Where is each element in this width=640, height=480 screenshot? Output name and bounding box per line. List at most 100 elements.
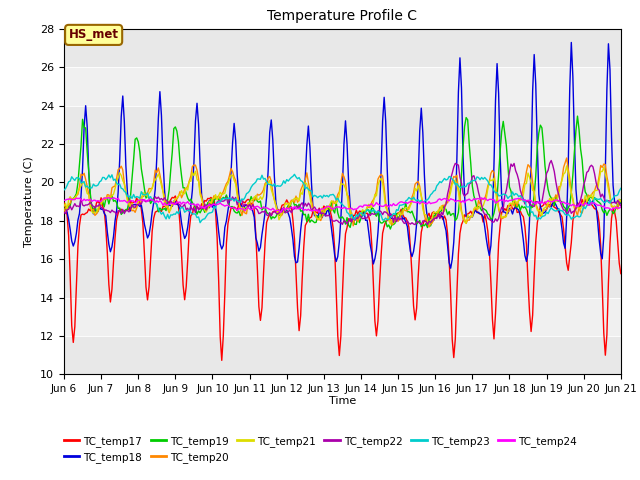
TC_temp24 xyxy=(412,199,419,205)
TC_temp19 xyxy=(60,205,68,211)
Bar xyxy=(64,298,621,336)
TC_temp23 xyxy=(196,220,204,226)
Text: HS_met: HS_met xyxy=(68,28,118,41)
TC_temp18 xyxy=(60,207,68,213)
TC_temp20 xyxy=(76,184,83,190)
TC_temp20 xyxy=(617,198,625,204)
Line: TC_temp21: TC_temp21 xyxy=(64,166,621,224)
TC_temp22 xyxy=(552,179,559,185)
TC_temp19 xyxy=(377,220,385,226)
TC_temp17 xyxy=(617,271,625,276)
TC_temp24 xyxy=(105,194,113,200)
TC_temp20 xyxy=(550,196,558,202)
X-axis label: Time: Time xyxy=(329,396,356,406)
TC_temp20 xyxy=(425,224,433,230)
TC_temp24 xyxy=(60,198,68,204)
TC_temp24 xyxy=(552,197,559,203)
TC_temp24 xyxy=(380,203,388,209)
TC_temp24 xyxy=(617,204,625,210)
Line: TC_temp17: TC_temp17 xyxy=(64,196,621,360)
TC_temp22 xyxy=(617,203,625,209)
TC_temp19 xyxy=(387,226,394,232)
TC_temp21 xyxy=(617,198,625,204)
Y-axis label: Temperature (C): Temperature (C) xyxy=(24,156,35,247)
TC_temp19 xyxy=(410,213,417,218)
TC_temp18 xyxy=(447,265,454,271)
TC_temp17 xyxy=(218,358,226,363)
TC_temp19 xyxy=(573,113,581,119)
TC_temp21 xyxy=(387,221,394,227)
TC_temp20 xyxy=(377,171,385,177)
TC_temp18 xyxy=(76,211,83,216)
TC_temp17 xyxy=(412,317,419,323)
TC_temp22 xyxy=(164,199,172,204)
TC_temp23 xyxy=(76,176,83,181)
TC_temp20 xyxy=(408,194,416,200)
Line: TC_temp19: TC_temp19 xyxy=(64,116,621,229)
TC_temp22 xyxy=(547,157,555,163)
TC_temp24 xyxy=(276,210,284,216)
TC_temp23 xyxy=(617,185,625,191)
TC_temp22 xyxy=(377,209,385,215)
TC_temp18 xyxy=(164,204,172,210)
TC_temp22 xyxy=(408,220,416,226)
TC_temp23 xyxy=(380,217,388,223)
TC_temp24 xyxy=(399,199,406,205)
TC_temp20 xyxy=(563,155,570,161)
TC_temp19 xyxy=(617,197,625,203)
TC_temp19 xyxy=(550,203,558,209)
Bar xyxy=(64,336,621,374)
TC_temp21 xyxy=(377,175,385,181)
TC_temp21 xyxy=(76,186,83,192)
Bar xyxy=(64,182,621,221)
TC_temp17 xyxy=(164,199,172,204)
TC_temp23 xyxy=(552,208,559,214)
Bar xyxy=(64,259,621,298)
TC_temp19 xyxy=(397,209,405,215)
TC_temp23 xyxy=(164,212,172,217)
TC_temp24 xyxy=(165,201,173,207)
TC_temp20 xyxy=(164,205,172,211)
TC_temp24 xyxy=(76,195,83,201)
TC_temp18 xyxy=(377,168,385,174)
TC_temp18 xyxy=(408,254,416,260)
TC_temp17 xyxy=(76,223,83,228)
TC_temp21 xyxy=(164,202,172,208)
Line: TC_temp23: TC_temp23 xyxy=(64,174,621,223)
Bar xyxy=(64,221,621,259)
TC_temp23 xyxy=(291,171,298,177)
Line: TC_temp18: TC_temp18 xyxy=(64,42,621,268)
TC_temp17 xyxy=(399,212,406,217)
TC_temp23 xyxy=(412,197,419,203)
TC_temp17 xyxy=(60,200,68,205)
TC_temp21 xyxy=(410,196,417,202)
Bar xyxy=(64,106,621,144)
TC_temp17 xyxy=(380,224,388,229)
TC_temp21 xyxy=(397,212,405,218)
TC_temp23 xyxy=(60,187,68,193)
TC_temp18 xyxy=(396,214,403,219)
TC_temp19 xyxy=(164,197,172,203)
Bar xyxy=(64,144,621,182)
Title: Temperature Profile C: Temperature Profile C xyxy=(268,10,417,24)
Line: TC_temp22: TC_temp22 xyxy=(64,160,621,225)
TC_temp22 xyxy=(396,217,403,223)
TC_temp18 xyxy=(617,200,625,206)
TC_temp18 xyxy=(568,39,575,45)
TC_temp20 xyxy=(60,209,68,215)
TC_temp22 xyxy=(60,210,68,216)
Line: TC_temp20: TC_temp20 xyxy=(64,158,621,227)
TC_temp22 xyxy=(76,204,83,210)
TC_temp23 xyxy=(399,202,406,208)
TC_temp22 xyxy=(417,222,425,228)
Line: TC_temp24: TC_temp24 xyxy=(64,197,621,213)
TC_temp21 xyxy=(563,163,570,169)
Bar xyxy=(64,29,621,67)
TC_temp17 xyxy=(172,193,179,199)
TC_temp17 xyxy=(552,205,559,211)
TC_temp18 xyxy=(550,199,558,205)
Legend: TC_temp17, TC_temp18, TC_temp19, TC_temp20, TC_temp21, TC_temp22, TC_temp23, TC_: TC_temp17, TC_temp18, TC_temp19, TC_temp… xyxy=(60,432,580,467)
TC_temp19 xyxy=(76,162,83,168)
TC_temp20 xyxy=(396,215,403,221)
TC_temp21 xyxy=(60,204,68,209)
